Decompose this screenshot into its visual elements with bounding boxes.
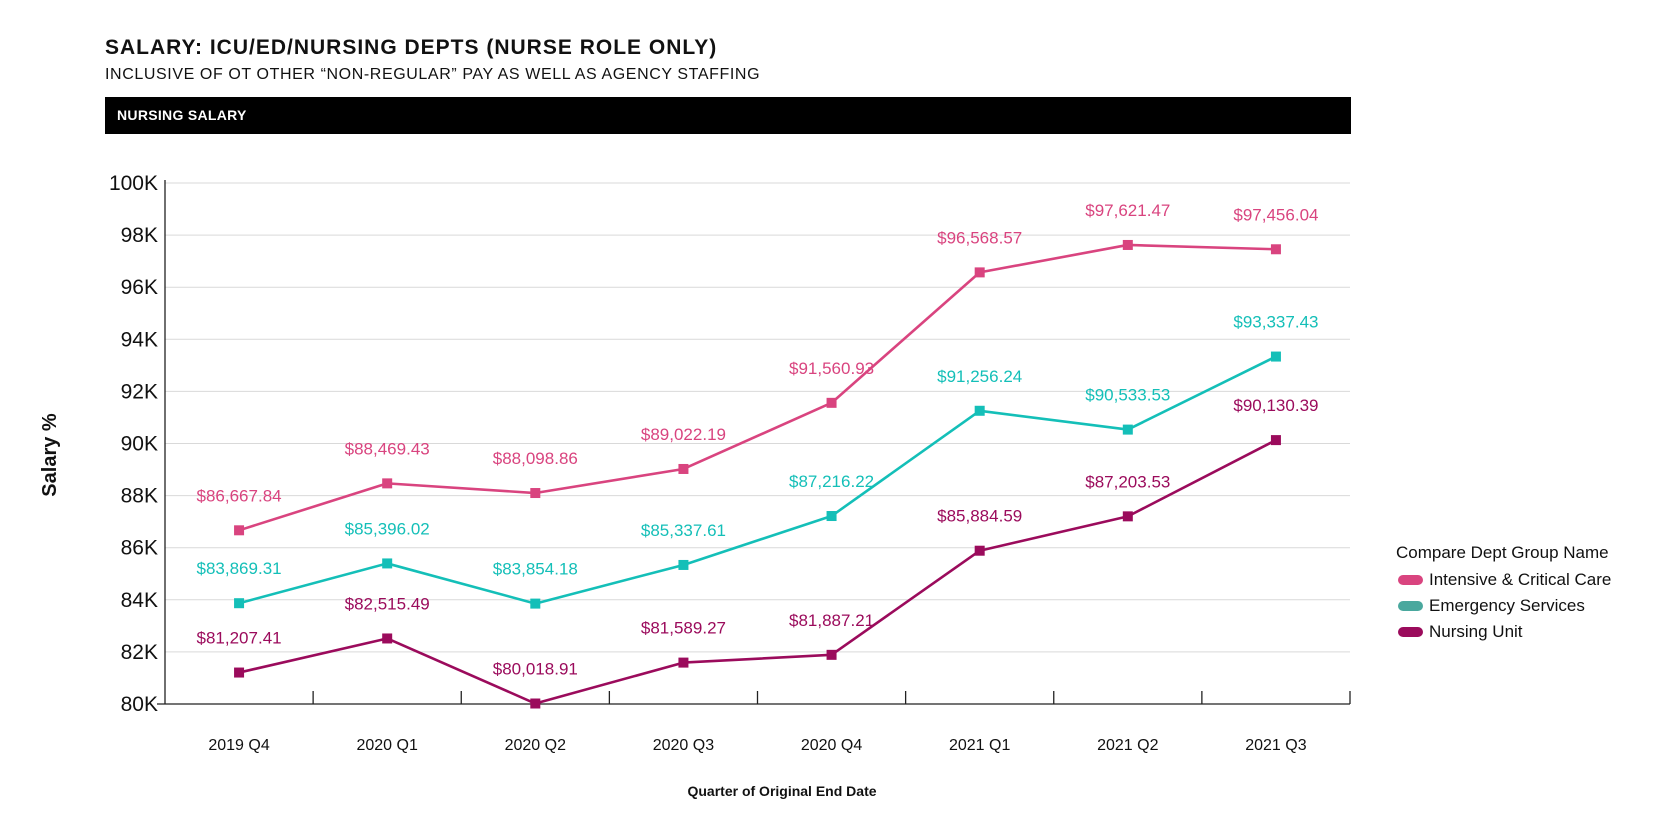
data-label-intensive-critical-care: $89,022.19 [641,425,726,444]
x-tick-label: 2021 Q1 [949,737,1010,754]
data-label-emergency-services: $91,256.24 [937,367,1022,386]
legend-label: Emergency Services [1429,596,1585,615]
x-tick-label: 2019 Q4 [208,737,269,754]
series-line-nursing-unit [238,438,1277,705]
data-point-nursing-unit [974,545,985,556]
y-tick-label: 90K [121,433,158,456]
data-point-intensive-critical-care [974,267,985,278]
legend-swatch [1398,627,1423,637]
data-point-nursing-unit [234,667,245,678]
data-label-emergency-services: $90,533.53 [1085,386,1170,405]
y-tick-label: 82K [121,641,158,664]
data-label-intensive-critical-care: $86,667.84 [197,486,282,505]
y-tick-label: 94K [121,328,158,351]
series-line-emergency-services [238,355,1277,605]
data-label-intensive-critical-care: $97,456.04 [1233,205,1318,224]
data-label-intensive-critical-care: $91,560.93 [789,359,874,378]
y-tick-label: 80K [121,693,158,716]
y-tick-label: 84K [121,589,158,612]
data-point-emergency-services [1122,424,1133,435]
data-point-nursing-unit [1270,435,1281,446]
legend: Compare Dept Group Name Intensive & Crit… [1396,543,1611,645]
y-tick-label: 96K [121,276,158,299]
data-point-emergency-services [678,559,689,570]
legend-title: Compare Dept Group Name [1396,543,1609,562]
legend-items: Intensive & Critical Care Emergency Servi… [1396,567,1611,645]
data-label-intensive-critical-care: $97,621.47 [1085,201,1170,220]
chart-title: SALARY: ICU/ED/NURSING DEPTS (NURSE ROLE… [105,36,718,59]
banner-label: NURSING SALARY [117,107,247,123]
data-point-intensive-critical-care [234,525,245,536]
data-point-intensive-critical-care [1270,244,1281,255]
data-point-intensive-critical-care [826,397,837,408]
data-label-emergency-services: $85,396.02 [345,519,430,538]
x-tick-label: 2021 Q3 [1245,737,1306,754]
data-point-intensive-critical-care [530,488,541,499]
data-point-nursing-unit [678,657,689,668]
y-tick-label: 92K [121,380,158,403]
data-label-intensive-critical-care: $88,469.43 [345,439,430,458]
y-tick-label: 100K [109,172,158,195]
data-point-intensive-critical-care [1122,239,1133,250]
data-point-emergency-services [234,598,245,609]
data-point-emergency-services [974,405,985,416]
data-label-emergency-services: $87,216.22 [789,472,874,491]
data-label-emergency-services: $83,854.18 [493,560,578,579]
x-tick-label: 2020 Q2 [505,737,566,754]
data-label-nursing-unit: $81,887.21 [789,611,874,630]
data-point-emergency-services [382,558,393,569]
data-label-nursing-unit: $81,207.41 [197,629,282,648]
x-tick-label: 2020 Q1 [356,737,417,754]
legend-swatch [1398,601,1423,611]
data-point-nursing-unit [530,698,541,709]
data-label-nursing-unit: $85,884.59 [937,507,1022,526]
data-label-nursing-unit: $82,515.49 [345,594,430,613]
legend-swatch [1398,575,1423,585]
data-point-emergency-services [530,598,541,609]
data-point-emergency-services [1270,351,1281,362]
x-tick-label: 2020 Q3 [653,737,714,754]
legend-item-emergency-services: Emergency Services [1396,593,1611,619]
data-label-intensive-critical-care: $96,568.57 [937,228,1022,247]
data-label-nursing-unit: $81,589.27 [641,619,726,638]
data-label-nursing-unit: $87,203.53 [1085,472,1170,491]
legend-item-intensive-critical-care: Intensive & Critical Care [1396,567,1611,593]
data-label-emergency-services: $93,337.43 [1233,313,1318,332]
series-line-intensive-critical-care [238,243,1276,532]
data-point-nursing-unit [382,633,393,644]
data-point-intensive-critical-care [382,478,393,489]
data-label-emergency-services: $85,337.61 [641,521,726,540]
y-tick-label: 86K [121,537,158,560]
data-label-intensive-critical-care: $88,098.86 [493,449,578,468]
x-axis-title: Quarter of Original End Date [687,783,876,799]
data-label-emergency-services: $83,869.31 [197,559,282,578]
y-axis-title: Salary % [39,413,61,497]
data-point-intensive-critical-care [678,463,689,474]
x-tick-label: 2021 Q2 [1097,737,1158,754]
y-tick-label: 88K [121,485,158,508]
section-banner: NURSING SALARY [105,97,1351,134]
legend-label: Nursing Unit [1429,622,1523,641]
chart-subtitle: INCLUSIVE OF OT OTHER “NON-REGULAR” PAY … [105,66,761,83]
data-point-nursing-unit [1122,511,1133,522]
data-label-nursing-unit: $90,130.39 [1233,396,1318,415]
data-point-nursing-unit [826,649,837,660]
data-label-nursing-unit: $80,018.91 [493,660,578,679]
legend-label: Intensive & Critical Care [1429,570,1612,589]
y-tick-label: 98K [121,224,158,247]
x-tick-label: 2020 Q4 [801,737,862,754]
data-point-emergency-services [826,511,837,522]
legend-item-nursing-unit: Nursing Unit [1396,619,1611,645]
